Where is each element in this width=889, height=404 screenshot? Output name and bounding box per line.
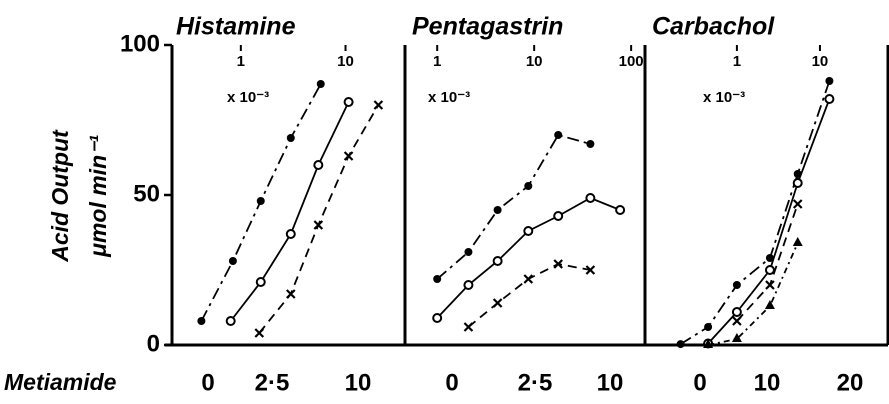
point <box>731 307 742 317</box>
y-tick-label: 0 <box>147 330 160 357</box>
point <box>343 151 354 161</box>
curve <box>436 197 621 319</box>
point <box>764 265 775 275</box>
point <box>732 281 741 289</box>
top-tick-label: 10 <box>337 53 354 70</box>
point <box>523 274 534 284</box>
point <box>432 313 443 323</box>
multiplier: x 10⁻³ <box>227 89 269 106</box>
point <box>676 340 685 349</box>
curve <box>707 242 799 346</box>
point <box>225 316 236 326</box>
point <box>554 131 563 139</box>
point <box>704 323 713 331</box>
curve <box>680 80 831 345</box>
point <box>373 100 384 110</box>
point <box>286 289 296 299</box>
point <box>553 211 564 221</box>
point <box>464 248 473 256</box>
point <box>825 77 834 85</box>
y-axis-unit: μmol min⁻¹ <box>85 135 111 258</box>
metiamide-label: 20 <box>837 369 864 396</box>
point <box>792 199 803 209</box>
y-tick-label: 100 <box>120 30 160 57</box>
y-tick-label: 50 <box>133 180 160 207</box>
point <box>463 322 474 332</box>
metiamide-label: 0 <box>201 369 214 396</box>
point <box>463 280 474 290</box>
y-axis-label: Acid Output <box>47 129 73 263</box>
point <box>732 316 742 326</box>
point <box>313 160 324 170</box>
metiamide-label: 2·5 <box>518 369 553 396</box>
point <box>523 226 534 236</box>
point <box>228 257 237 265</box>
metiamide-label: 10 <box>345 369 372 396</box>
top-tick-label: 1 <box>237 53 245 70</box>
point <box>615 205 626 215</box>
point <box>197 317 206 325</box>
x-axis-label: Metiamide <box>4 369 117 395</box>
point <box>703 339 714 348</box>
point <box>586 140 595 148</box>
point <box>316 80 325 88</box>
metiamide-label: 2·5 <box>255 369 290 396</box>
point <box>585 265 596 275</box>
point <box>731 333 742 342</box>
metiamide-label: 10 <box>754 369 781 396</box>
curve <box>436 133 591 280</box>
curve <box>467 263 591 328</box>
top-tick-label: 10 <box>812 53 829 70</box>
point <box>585 193 596 203</box>
point <box>255 277 266 287</box>
top-tick-label: 10 <box>526 53 543 70</box>
point <box>286 134 295 142</box>
point <box>765 254 774 262</box>
metiamide-label: 0 <box>445 369 458 396</box>
point <box>254 328 265 338</box>
point <box>433 275 442 283</box>
point <box>492 298 503 308</box>
curve <box>258 104 380 334</box>
point <box>764 300 775 309</box>
point <box>792 237 803 246</box>
metiamide-label: 10 <box>597 369 624 396</box>
point <box>824 94 835 104</box>
point <box>313 220 324 230</box>
top-tick-label: 1 <box>433 53 441 70</box>
panel-title: Carbachol <box>652 13 775 41</box>
top-tick-label: 100 <box>619 53 644 70</box>
point <box>285 229 296 239</box>
panel-title: Histamine <box>176 13 296 41</box>
panel-title: Pentagastrin <box>412 13 563 41</box>
point <box>765 280 775 290</box>
point <box>492 256 503 266</box>
point <box>256 197 265 205</box>
multiplier: x 10⁻³ <box>703 89 745 106</box>
point <box>524 182 533 190</box>
point <box>792 178 803 188</box>
top-tick-label: 1 <box>733 53 741 70</box>
metiamide-label: 0 <box>693 369 706 396</box>
point <box>343 97 354 107</box>
multiplier: x 10⁻³ <box>428 89 470 106</box>
point <box>493 206 502 214</box>
point <box>553 259 563 269</box>
